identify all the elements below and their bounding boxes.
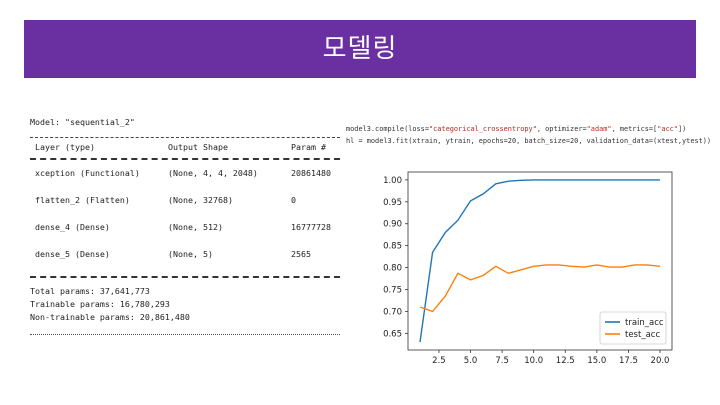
row-layer: dense_5 (Dense)	[35, 249, 110, 259]
header-param: Param #	[291, 142, 326, 152]
title-banner: 모델링	[24, 20, 696, 78]
row-params: 0	[291, 195, 296, 205]
divider	[30, 158, 340, 160]
row-params: 2565	[291, 249, 311, 259]
legend-label: test_acc	[625, 330, 660, 340]
x-tick-label: 7.5	[495, 356, 509, 366]
header-layer: Layer (type)	[35, 142, 95, 152]
row-params: 16777728	[291, 222, 331, 232]
x-tick-label: 15.0	[587, 356, 606, 366]
code-line2: hl = model3.fit(xtrain, ytrain, epochs=2…	[346, 137, 712, 145]
row-shape: (None, 5)	[168, 249, 213, 259]
y-tick-label: 0.80	[383, 264, 402, 274]
row-shape: (None, 4, 4, 2048)	[168, 168, 258, 178]
code-token: , metrics=[	[611, 125, 658, 133]
model-summary: Model: "sequential_2" Layer (type) Outpu…	[30, 113, 342, 345]
row-shape: (None, 512)	[168, 222, 223, 232]
x-tick-label: 17.5	[619, 356, 638, 366]
legend-box	[599, 311, 667, 345]
row-shape: (None, 32768)	[168, 195, 233, 205]
accuracy-chart-svg: 0.65 0.70 0.75 0.80 0.85 0.90 0.95 1.00 2.5 5.0 7.…	[383, 171, 673, 366]
non-trainable-params: Non-trainable params: 20,861,480	[30, 312, 190, 322]
header-output-shape: Output Shape	[168, 142, 228, 152]
x-tick-label: 20.0	[651, 356, 670, 366]
y-tick-label: 0.90	[383, 220, 402, 230]
code-token: ])	[677, 125, 687, 133]
y-tick-label: 1.00	[383, 176, 402, 186]
code-string: "categorical_crossentropy"	[428, 125, 537, 133]
total-params: Total params: 37,641,773	[30, 286, 150, 296]
series-line-test-acc	[419, 264, 661, 313]
row-params: 20861480	[291, 168, 331, 178]
code-string: "adam"	[586, 125, 612, 133]
code-line1: model3.compile(loss="categorical_crossen…	[346, 125, 686, 133]
code-string: "acc"	[657, 125, 678, 133]
code-token: , optimizer=	[536, 125, 587, 133]
code-token: model3.compile(loss=	[346, 125, 429, 133]
code-snippet: model3.compile(loss="categorical_crossen…	[346, 123, 711, 147]
x-tick-label: 12.5	[556, 356, 575, 366]
y-tick-label: 0.85	[383, 242, 402, 252]
series-line-train-acc	[419, 179, 660, 343]
trainable-params: Trainable params: 16,780,293	[30, 299, 170, 309]
y-tick-label: 0.70	[383, 307, 402, 317]
row-layer: flatten_2 (Flatten)	[35, 195, 130, 205]
divider	[30, 334, 340, 335]
row-layer: dense_4 (Dense)	[35, 222, 110, 232]
x-tick-label: 10.0	[524, 356, 543, 366]
y-tick-label: 0.75	[383, 285, 402, 295]
divider	[30, 137, 340, 138]
divider	[30, 276, 340, 278]
row-layer: xception (Functional)	[35, 168, 140, 178]
model-name-line: Model: "sequential_2"	[30, 117, 135, 127]
x-tick-label: 2.5	[432, 356, 446, 366]
legend-label: train_acc	[625, 318, 664, 328]
accuracy-chart: 0.65 0.70 0.75 0.80 0.85 0.90 0.95 1.00 2.5 5.0 7.…	[362, 168, 682, 370]
plot-frame	[407, 171, 673, 351]
x-tick-label: 5.0	[464, 356, 478, 366]
y-tick-label: 0.95	[383, 198, 402, 208]
slide-title: 모델링	[322, 34, 398, 64]
y-tick-label: 0.65	[383, 329, 402, 339]
